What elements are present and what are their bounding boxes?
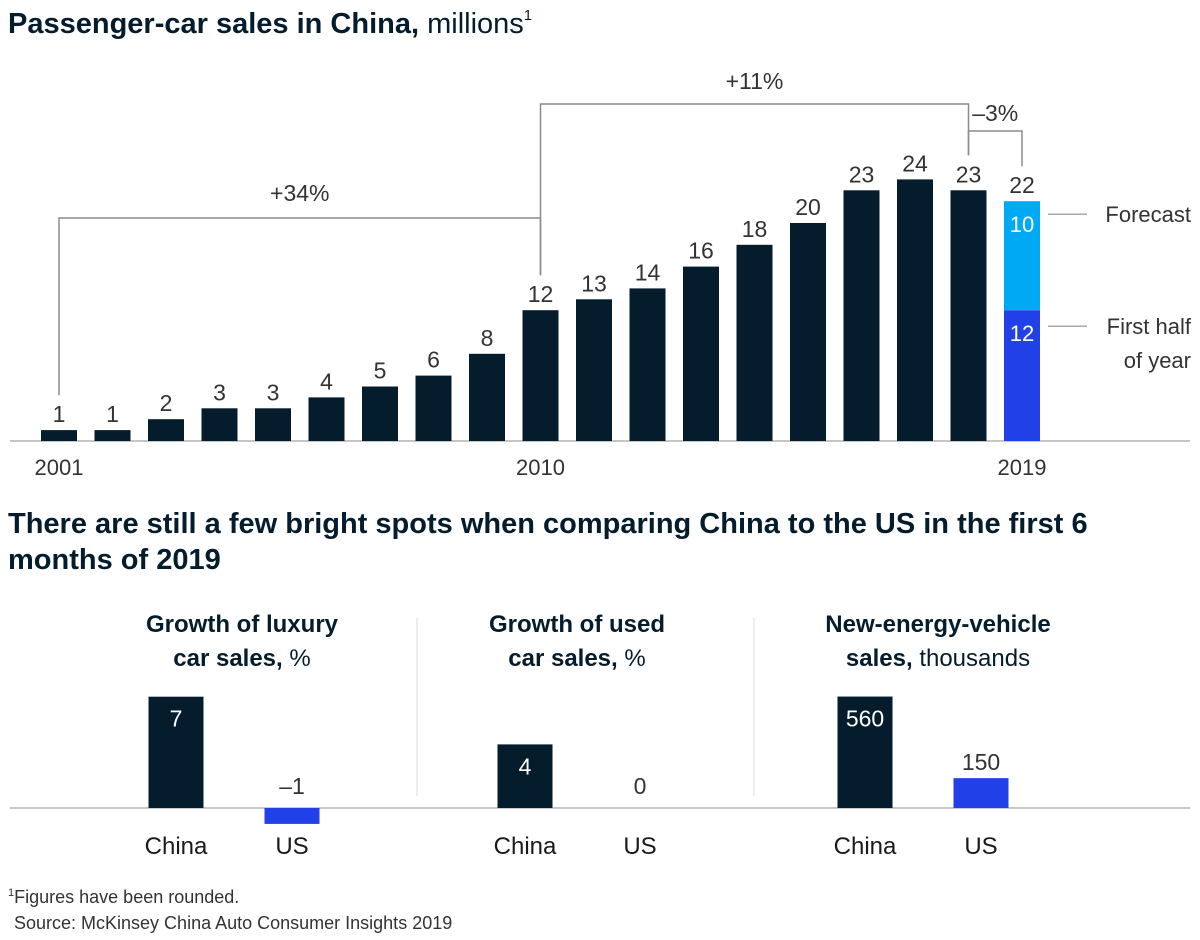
bar-value-label: 20 — [795, 194, 821, 220]
growth-annotation: +34% — [270, 180, 329, 206]
bar-segment-first-half — [1004, 310, 1040, 441]
panel-title-line2: car sales, — [173, 645, 283, 672]
bar — [201, 408, 238, 441]
bar-value-label: 5 — [374, 358, 387, 384]
bar-value-label: –1 — [279, 773, 305, 799]
bar-value-label: 24 — [902, 150, 928, 176]
panel-title-unit: thousands — [919, 645, 1031, 672]
bar-china — [497, 744, 553, 808]
bar — [683, 266, 719, 441]
bar — [950, 190, 987, 441]
category-label: China — [834, 833, 897, 860]
bar-value-label: 6 — [427, 347, 440, 373]
section-heading: There are still a few bright spots when … — [8, 508, 1088, 576]
bar-value-label: 3 — [267, 379, 280, 405]
x-tick-label: 2001 — [35, 455, 84, 480]
source-note: Source: McKinsey China Auto Consumer Ins… — [14, 913, 453, 933]
bar — [522, 310, 559, 441]
bar — [469, 353, 505, 441]
bar-value-label: 8 — [481, 325, 494, 351]
legend-label-of-year: of year — [1124, 348, 1191, 373]
bar-value-label: 23 — [849, 161, 875, 187]
bar — [629, 288, 666, 441]
x-tick-label: 2019 — [998, 455, 1047, 480]
bar-segment-forecast — [1004, 201, 1040, 311]
bar — [897, 179, 933, 441]
bar-china — [148, 696, 204, 808]
bar — [415, 375, 452, 441]
panel-title-line1: New-energy-vehicle — [825, 611, 1051, 638]
chart-title: Passenger-car sales in China, millions1 — [8, 7, 533, 41]
growth-bracket — [58, 217, 542, 396]
panel-title-nev: New-energy-vehicle sales, thousands — [788, 608, 1088, 676]
bar — [790, 223, 826, 441]
category-label: China — [145, 833, 208, 860]
panel-title-line2: car sales, — [508, 645, 618, 672]
panel-title-unit: % — [289, 645, 311, 672]
growth-annotation: +11% — [726, 68, 784, 94]
bar-segment-label: 10 — [1010, 212, 1034, 237]
panel-title-luxury: Growth of luxury car sales, % — [92, 608, 392, 676]
comparison-bar-charts: 7 China –1 US 4 China 0 US 560 China 150 US — [10, 618, 1190, 860]
bar-value-label: 2 — [160, 390, 173, 416]
chart-title-bold: Passenger-car sales in China, — [8, 8, 420, 40]
panel-title-used: Growth of used car sales, % — [427, 608, 727, 676]
chart-title-unit: millions — [427, 8, 524, 40]
legend-label-first-half: First half — [1107, 314, 1192, 339]
bar-us — [953, 778, 1009, 808]
bar-value-label: 0 — [634, 773, 647, 799]
bar-value-label: 1 — [53, 401, 66, 427]
bar-value-label: 16 — [688, 238, 714, 264]
bar-value-label: 7 — [170, 706, 183, 732]
panel-title-unit: % — [624, 645, 646, 672]
bar-china — [837, 696, 893, 808]
bar — [94, 430, 131, 441]
bar — [736, 244, 773, 441]
bar-value-label: 18 — [742, 216, 768, 242]
bar — [148, 419, 184, 441]
bar — [41, 430, 77, 441]
bar-value-label: 4 — [519, 753, 532, 779]
footnote-mark: 1 — [8, 887, 15, 899]
x-tick-label: 2010 — [516, 455, 565, 480]
legend-label-forecast: Forecast — [1105, 202, 1191, 227]
bar-value-label: 3 — [213, 379, 226, 405]
bar-value-label: 23 — [956, 161, 982, 187]
footnote-text: Figures have been rounded. — [14, 887, 240, 907]
bar-value-label: 12 — [528, 281, 554, 307]
bar-value-label: 22 — [1009, 172, 1035, 198]
bar-value-label: 14 — [635, 259, 661, 285]
panel-title-line2: sales, — [845, 645, 913, 672]
bar-value-label: 4 — [320, 368, 333, 394]
growth-bracket — [539, 103, 970, 276]
bar — [843, 190, 880, 441]
category-label: US — [275, 833, 308, 860]
panel-title-line1: Growth of used — [489, 611, 665, 638]
bar — [362, 386, 398, 441]
panel-title-line1: Growth of luxury — [146, 611, 338, 638]
category-label: US — [964, 833, 997, 860]
category-label: China — [494, 833, 557, 860]
growth-bracket — [967, 130, 1023, 167]
bar — [255, 408, 291, 441]
footnote: 1Figures have been rounded. — [8, 887, 239, 908]
bar-us — [264, 808, 320, 824]
bar-value-label: 13 — [581, 270, 607, 296]
bar-value-label: 560 — [846, 706, 884, 732]
category-label: US — [623, 833, 656, 860]
bar-segment-label: 12 — [1010, 321, 1034, 346]
bar-value-label: 150 — [962, 749, 1000, 775]
growth-annotation: –3% — [972, 100, 1018, 126]
bar-value-label: 1 — [106, 401, 119, 427]
bar — [576, 299, 612, 441]
chart-title-footnote-mark: 1 — [523, 7, 533, 25]
bar — [308, 397, 345, 441]
